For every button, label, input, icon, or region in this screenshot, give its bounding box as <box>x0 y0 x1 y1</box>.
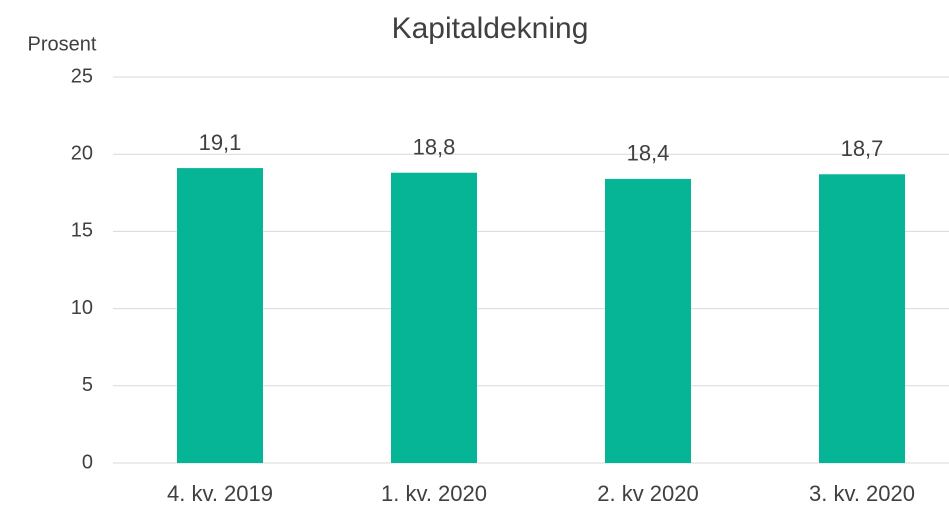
y-axis-label: Prosent <box>28 33 97 55</box>
y-tick-label: 0 <box>82 451 93 473</box>
data-label: 19,1 <box>199 130 242 155</box>
y-tick-label: 5 <box>82 374 93 396</box>
y-tick-label: 15 <box>71 220 93 242</box>
data-label: 18,8 <box>413 135 456 160</box>
bar <box>819 174 905 463</box>
x-tick-label: 1. kv. 2020 <box>381 481 487 506</box>
bar <box>391 172 477 463</box>
x-tick-label: 2. kv 2020 <box>597 481 699 506</box>
x-tick-label: 3. kv. 2020 <box>809 481 915 506</box>
bar <box>605 178 691 464</box>
bar <box>177 168 263 463</box>
data-label: 18,4 <box>627 141 670 166</box>
y-tick-label: 20 <box>71 142 93 164</box>
y-tick-label: 10 <box>71 297 93 319</box>
y-tick-label: 25 <box>71 65 93 87</box>
data-label: 18,7 <box>841 136 884 161</box>
x-tick-label: 4. kv. 2019 <box>167 481 273 506</box>
chart-title: Kapitaldekning <box>392 12 589 45</box>
